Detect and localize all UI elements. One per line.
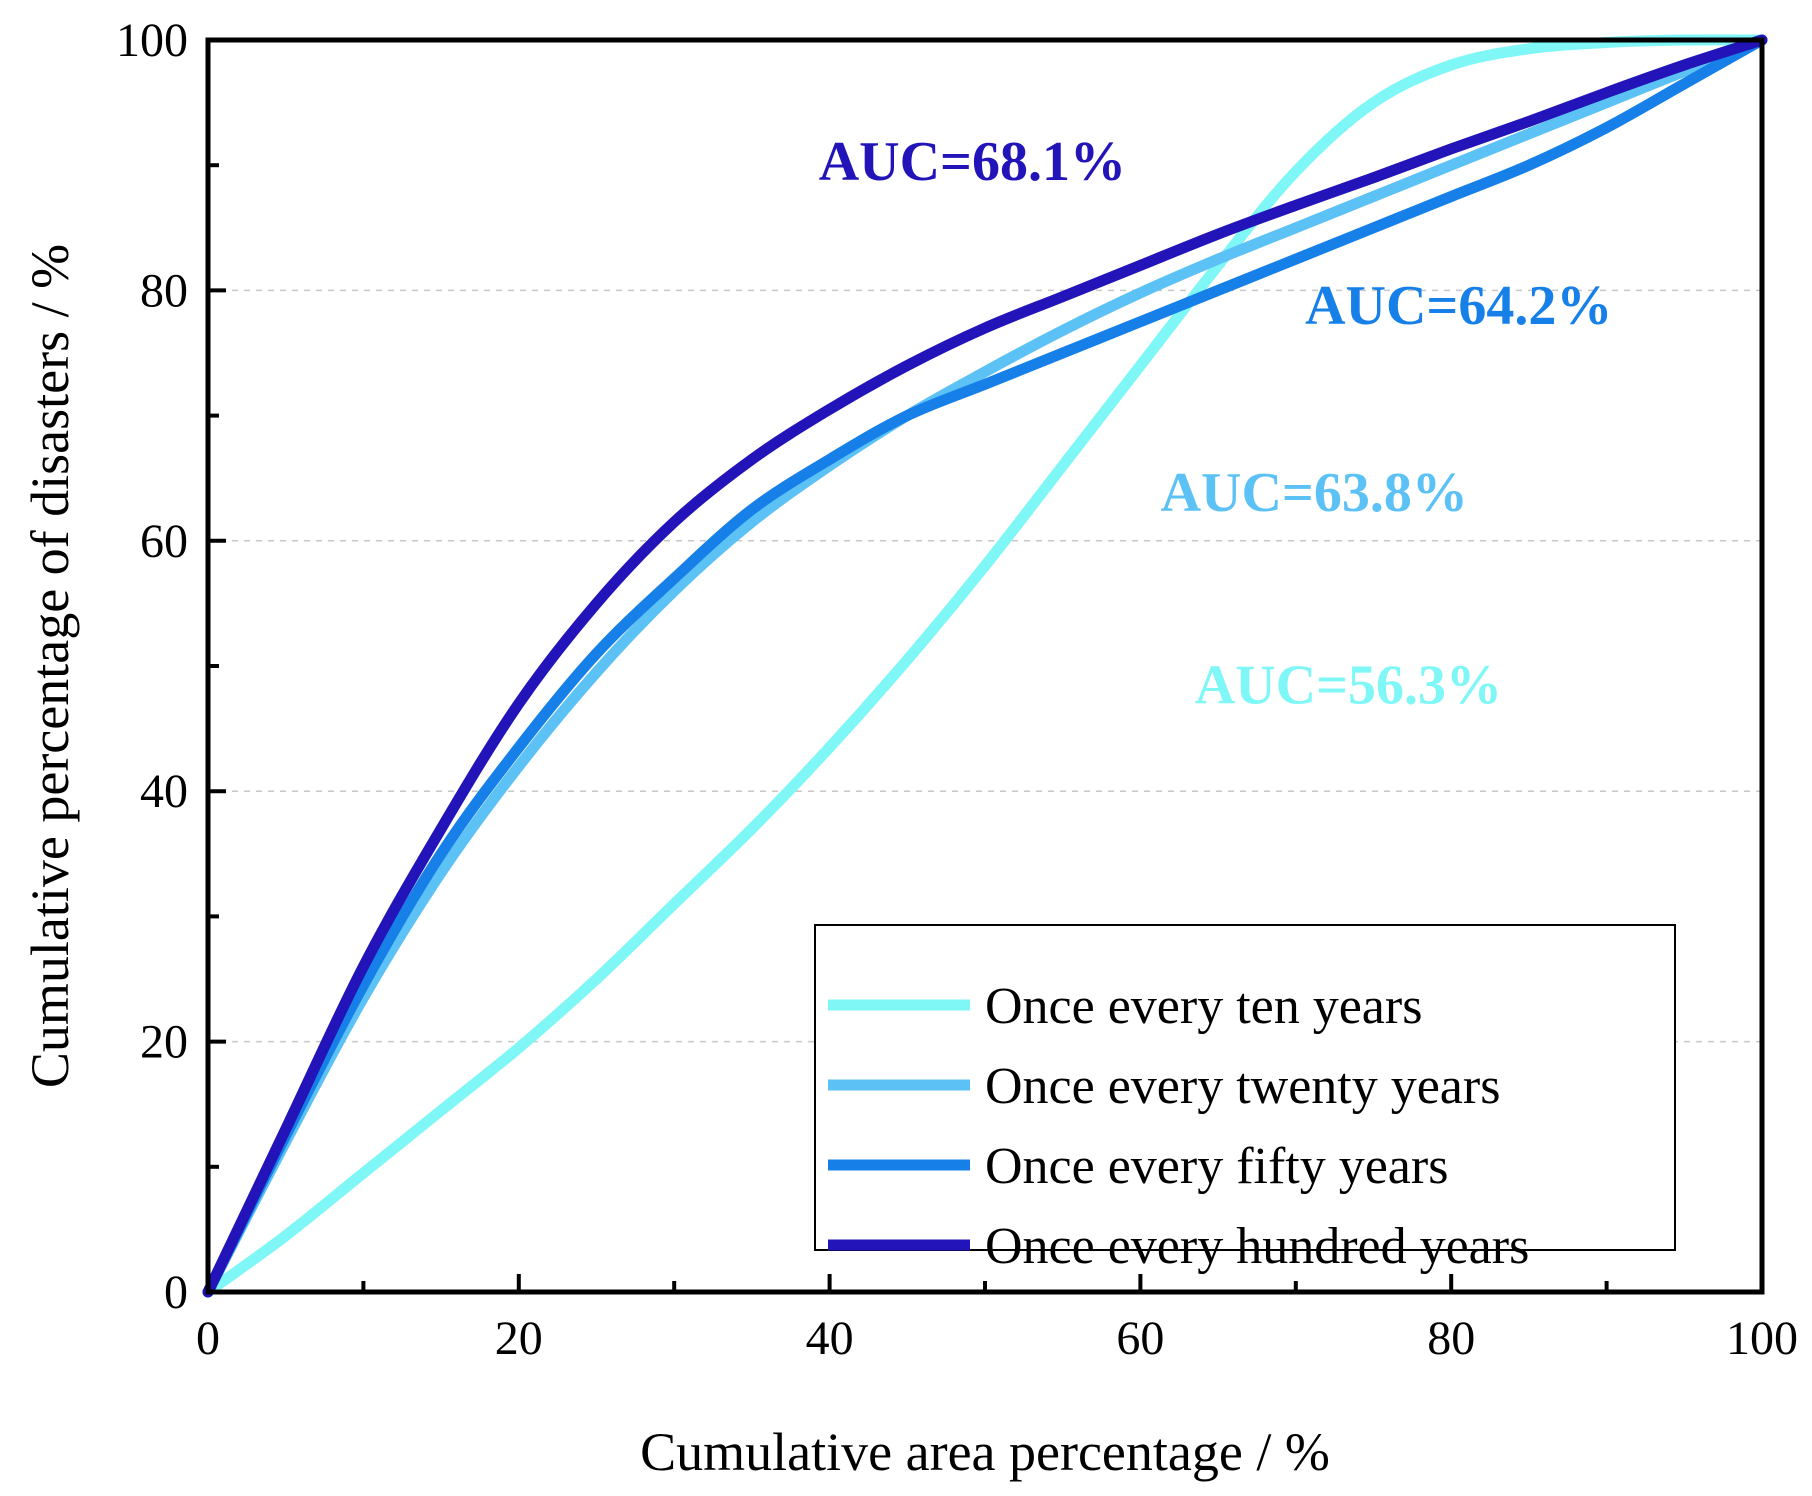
auc-label-ten-years: AUC=56.3% bbox=[1195, 655, 1502, 717]
y-axis-title: Cumulative percentage of disasters / % bbox=[20, 244, 80, 1088]
x-tick-label: 100 bbox=[1726, 1312, 1798, 1365]
axis-ticks bbox=[206, 38, 1764, 1294]
x-tick-label: 40 bbox=[806, 1312, 854, 1365]
auc-annotations: AUC=56.3% AUC=63.8% AUC=64.2% AUC=68.1% bbox=[819, 131, 1613, 716]
series-layer bbox=[202, 34, 1768, 1298]
y-tick-label: 80 bbox=[140, 264, 188, 317]
auc-label-hundred-years: AUC=68.1% bbox=[819, 131, 1126, 193]
x-tick-label: 80 bbox=[1427, 1312, 1475, 1365]
x-axis-title: Cumulative area percentage / % bbox=[640, 1422, 1330, 1482]
legend-label-ten-years: Once every ten years bbox=[985, 978, 1422, 1035]
auc-label-twenty-years: AUC=63.8% bbox=[1161, 462, 1468, 524]
axis-tick-labels: 0 20 40 60 80 100 0 20 40 60 80 100 bbox=[116, 14, 1798, 1365]
x-tick-label: 60 bbox=[1116, 1312, 1164, 1365]
legend-label-fifty-years: Once every fifty years bbox=[985, 1138, 1448, 1195]
series-line-hundred-years bbox=[202, 34, 1768, 1298]
y-tick-label: 100 bbox=[116, 14, 188, 67]
x-tick-label: 0 bbox=[196, 1312, 220, 1365]
y-tick-label: 0 bbox=[164, 1266, 188, 1319]
legend-label-twenty-years: Once every twenty years bbox=[985, 1058, 1500, 1115]
series-line-ten-years bbox=[202, 34, 1768, 1298]
series-line-fifty-years bbox=[202, 34, 1768, 1298]
legend: Once every ten years Once every twenty ye… bbox=[814, 924, 1676, 1275]
y-tick-label: 40 bbox=[140, 765, 188, 818]
auc-label-fifty-years: AUC=64.2% bbox=[1305, 275, 1612, 337]
legend-label-hundred-years: Once every hundred years bbox=[985, 1218, 1529, 1275]
x-tick-label: 20 bbox=[495, 1312, 543, 1365]
y-tick-label: 20 bbox=[140, 1016, 188, 1069]
y-tick-label: 60 bbox=[140, 515, 188, 568]
